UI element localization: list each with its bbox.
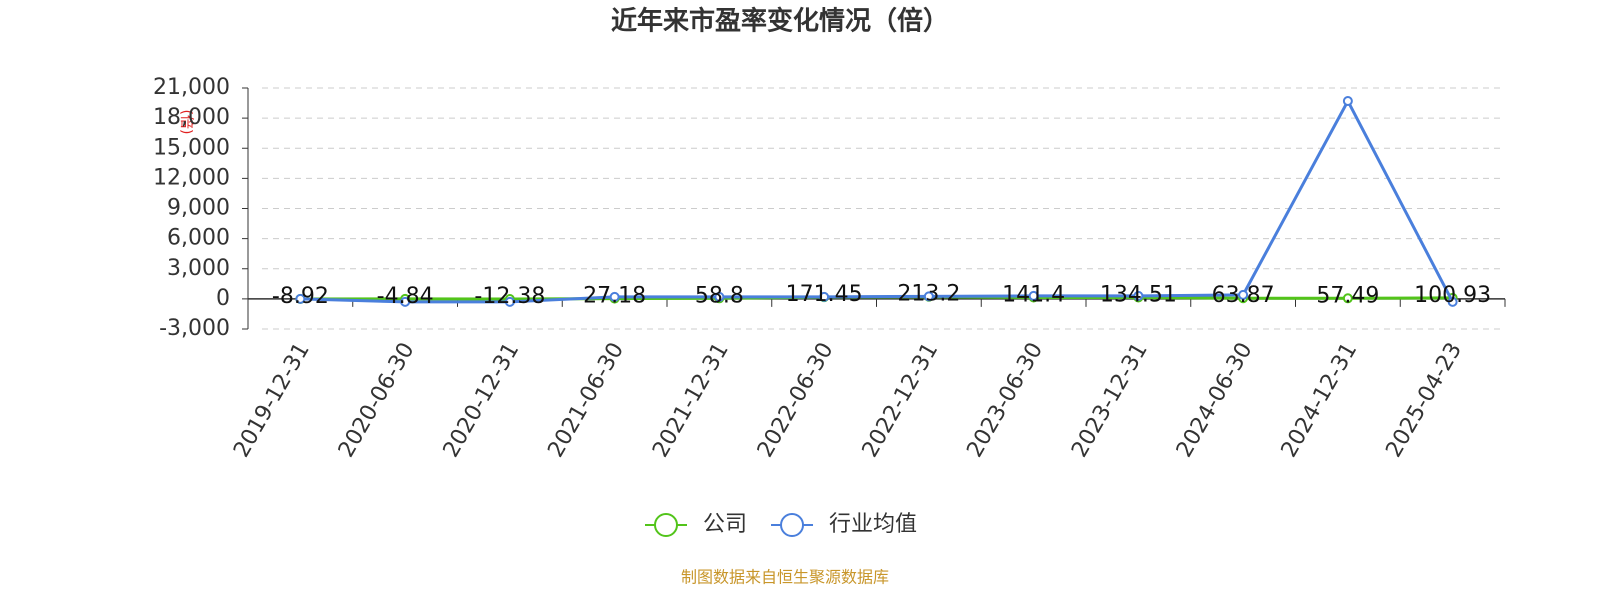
- data-label: 58.8: [695, 283, 744, 308]
- data-point: [1133, 290, 1144, 301]
- x-tick-label: 2020-06-30: [334, 339, 420, 462]
- x-tick-label: 2019-12-31: [229, 339, 315, 462]
- y-tick-label: 21,000: [153, 75, 230, 100]
- x-tick-label: 2021-06-30: [543, 339, 629, 462]
- data-point: [400, 296, 411, 307]
- y-tick-label: 18,000: [153, 105, 230, 130]
- data-label: 100.93: [1414, 283, 1491, 308]
- data-label: 171.45: [786, 282, 863, 307]
- series-line: [300, 97, 1454, 304]
- x-tick-label: 2020-12-31: [439, 339, 525, 462]
- legend-label: 公司: [703, 512, 747, 537]
- data-point: [1342, 293, 1353, 304]
- legend-symbol: [780, 513, 805, 537]
- x-tick-label: 2022-12-31: [858, 339, 944, 462]
- x-tick-label: 2023-12-31: [1067, 339, 1153, 462]
- data-label: 213.2: [897, 282, 960, 307]
- data-label: 134.51: [1100, 283, 1177, 308]
- data-point: [1028, 290, 1039, 301]
- data-label: 141.4: [1002, 282, 1065, 307]
- chart-title: 近年来市盈率变化情况（倍）: [611, 6, 949, 37]
- source-note: 制图数据来自恒生聚源数据库: [681, 568, 889, 587]
- x-tick-label: 2021-12-31: [648, 339, 734, 462]
- data-point: [714, 291, 725, 302]
- data-point: [504, 296, 515, 307]
- data-point: [923, 291, 934, 302]
- data-label: -8.92: [272, 284, 329, 309]
- data-point: [1342, 96, 1353, 107]
- data-point: [609, 291, 620, 302]
- y-axis-label: (倍): [178, 110, 194, 135]
- y-tick-label: -3,000: [159, 316, 230, 341]
- data-point: [1238, 289, 1249, 300]
- y-tick-label: 0: [216, 286, 230, 311]
- data-label: 57.49: [1316, 283, 1379, 308]
- data-label: 27.18: [583, 284, 646, 309]
- data-label: 63.87: [1212, 283, 1275, 308]
- y-tick-label: 12,000: [153, 165, 230, 190]
- x-tick-label: 2022-06-30: [753, 339, 839, 462]
- data-label: -4.84: [377, 284, 434, 309]
- legend-label: 行业均值: [829, 512, 917, 537]
- x-tick-label: 2024-06-30: [1172, 339, 1258, 462]
- data-point: [1447, 296, 1458, 307]
- data-point: [819, 291, 830, 302]
- data-point: [295, 293, 306, 304]
- data-label: -12.38: [474, 284, 545, 309]
- x-tick-label: 2023-06-30: [962, 339, 1048, 462]
- y-tick-label: 6,000: [167, 226, 230, 251]
- y-tick-label: 15,000: [153, 135, 230, 160]
- y-tick-label: 9,000: [167, 196, 230, 221]
- x-tick-label: 2024-12-31: [1277, 339, 1363, 462]
- x-tick-label: 2025-04-23: [1381, 339, 1467, 462]
- y-tick-label: 3,000: [167, 256, 230, 281]
- legend-symbol: [654, 513, 678, 537]
